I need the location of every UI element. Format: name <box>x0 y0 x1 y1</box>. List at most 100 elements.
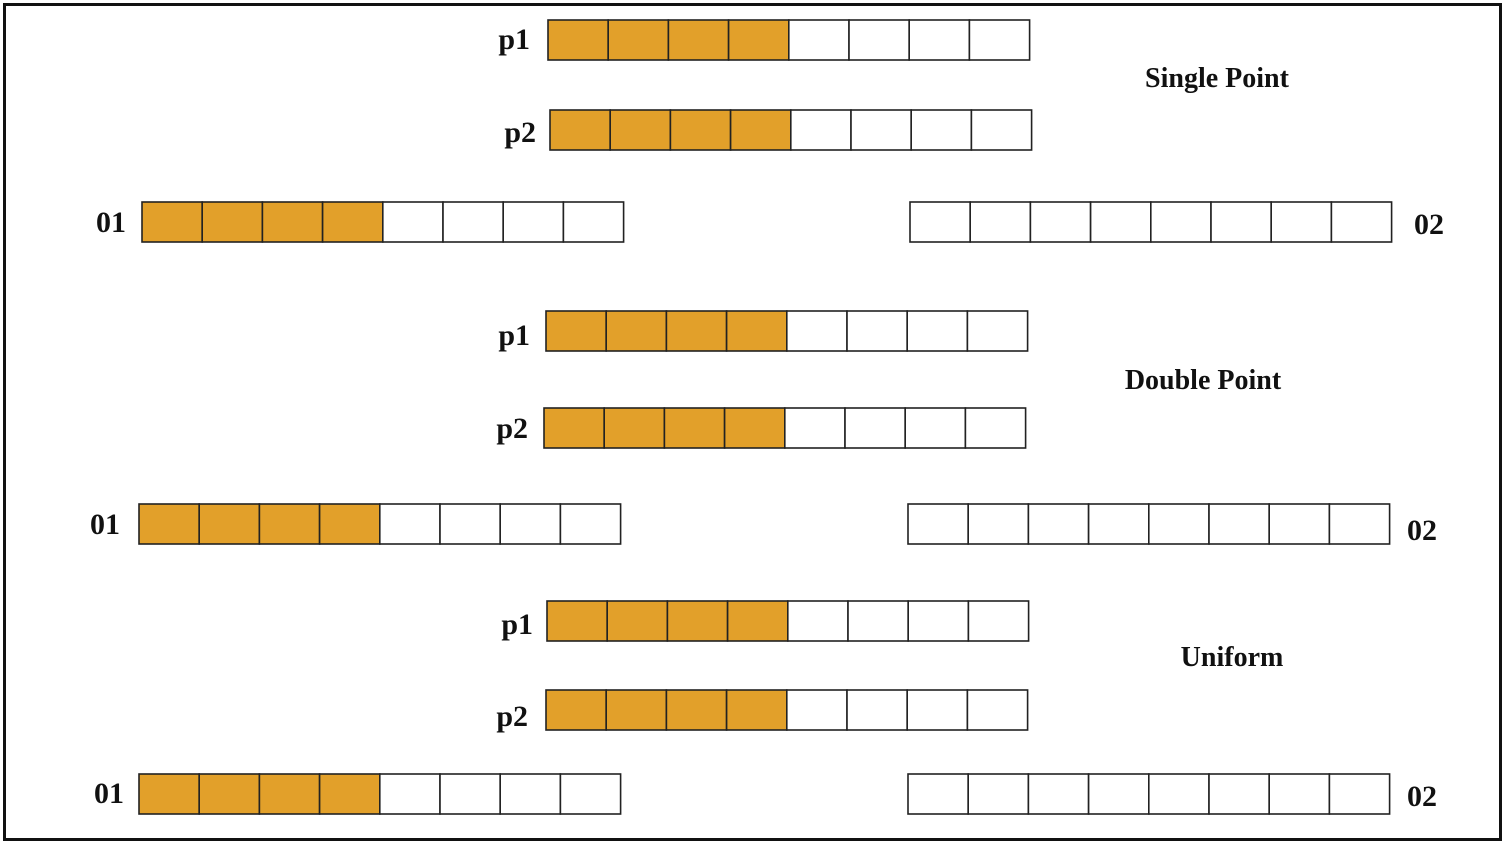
parent1-chromosome-gene-7 <box>907 600 970 642</box>
offspring2-chromosome-gene-4 <box>1087 773 1150 815</box>
parent1-chromosome-gene-7 <box>908 19 971 61</box>
parent1-chromosome-label: p1 <box>498 23 530 56</box>
parent1-chromosome-gene-1 <box>545 310 608 352</box>
parent1-chromosome-label: p1 <box>501 608 533 641</box>
offspring1-chromosome-gene-1 <box>141 201 204 243</box>
offspring1-chromosome-gene-5 <box>378 503 441 545</box>
parent1-chromosome-gene-6 <box>846 310 909 352</box>
offspring2-chromosome-gene-7 <box>1270 201 1333 243</box>
offspring2-chromosome-gene-4 <box>1087 503 1150 545</box>
parent2-chromosome-gene-3 <box>669 109 732 151</box>
offspring2-chromosome-gene-5 <box>1148 503 1210 545</box>
offspring1-chromosome-gene-2 <box>198 503 261 545</box>
offspring1-chromosome-gene-8 <box>562 201 625 243</box>
offspring2-chromosome-label: 02 <box>1407 780 1437 813</box>
parent2-chromosome-gene-1 <box>549 109 612 151</box>
offspring2-chromosome-gene-6 <box>1208 503 1271 545</box>
parent1-chromosome-gene-3 <box>667 19 730 61</box>
parent1-chromosome-gene-7 <box>906 310 969 352</box>
offspring2-chromosome-label: 02 <box>1414 208 1444 241</box>
parent1-chromosome-gene-8 <box>968 19 1031 61</box>
offspring1-chromosome-gene-5 <box>381 201 444 243</box>
offspring2-chromosome-gene-7 <box>1268 773 1331 815</box>
offspring1-chromosome-gene-6 <box>439 773 502 815</box>
offspring2-chromosome-gene-2 <box>967 773 1030 815</box>
offspring2-chromosome-gene-5 <box>1150 201 1212 243</box>
parent1-chromosome-gene-8 <box>967 600 1030 642</box>
offspring2-chromosome-gene-3 <box>1029 201 1092 243</box>
parent1-chromosome-gene-2 <box>606 600 669 642</box>
parent1-chromosome-gene-5 <box>787 19 850 61</box>
section-title: Uniform <box>1181 642 1284 673</box>
offspring2-chromosome-gene-2 <box>969 201 1032 243</box>
parent1-chromosome-gene-8 <box>966 310 1029 352</box>
parent1-chromosome-gene-2 <box>607 19 670 61</box>
parent2-chromosome-gene-1 <box>545 689 608 731</box>
parent1-chromosome-label: p1 <box>498 319 530 352</box>
offspring2-chromosome-gene-6 <box>1208 773 1271 815</box>
parent2-chromosome-gene-7 <box>904 407 967 449</box>
offspring1-chromosome-label: 01 <box>90 508 120 541</box>
offspring2-chromosome-gene-4 <box>1089 201 1152 243</box>
parent2-chromosome-gene-2 <box>609 109 672 151</box>
parent2-chromosome-gene-2 <box>605 689 668 731</box>
offspring2-chromosome-gene-8 <box>1328 773 1391 815</box>
parent1-chromosome-gene-5 <box>785 310 848 352</box>
offspring2-chromosome-gene-7 <box>1268 503 1331 545</box>
parent1-chromosome-gene-6 <box>848 19 911 61</box>
offspring1-chromosome-gene-6 <box>439 503 502 545</box>
offspring1-chromosome-gene-7 <box>499 773 562 815</box>
offspring1-chromosome-label: 01 <box>94 777 124 810</box>
parent1-chromosome-gene-1 <box>546 600 609 642</box>
parent1-chromosome-gene-5 <box>786 600 849 642</box>
parent2-chromosome-gene-4 <box>723 407 786 449</box>
section-uniform: Uniform p1 p2 01 02 <box>94 600 1437 815</box>
parent2-chromosome-gene-3 <box>665 689 728 731</box>
parent1-chromosome-gene-4 <box>727 19 790 61</box>
parent2-chromosome-gene-1 <box>543 407 606 449</box>
section-title: Single Point <box>1145 63 1290 94</box>
parent2-chromosome-gene-5 <box>785 689 848 731</box>
offspring1-chromosome-gene-2 <box>201 201 264 243</box>
parent2-chromosome-gene-4 <box>729 109 792 151</box>
parent2-chromosome-label: p2 <box>496 412 528 445</box>
parent1-chromosome-gene-4 <box>726 600 789 642</box>
parent2-chromosome-label: p2 <box>504 116 536 149</box>
offspring2-chromosome-gene-1 <box>907 773 970 815</box>
offspring1-chromosome-gene-6 <box>442 201 505 243</box>
parent1-chromosome-gene-6 <box>847 600 910 642</box>
parent2-chromosome-gene-6 <box>844 407 907 449</box>
parent2-chromosome-gene-8 <box>964 407 1027 449</box>
parent2-chromosome-gene-5 <box>783 407 846 449</box>
offspring2-chromosome-gene-8 <box>1330 201 1393 243</box>
offspring2-chromosome-gene-2 <box>967 503 1030 545</box>
offspring1-chromosome-gene-4 <box>318 503 381 545</box>
offspring2-chromosome-gene-1 <box>907 503 970 545</box>
parent2-chromosome-gene-4 <box>725 689 788 731</box>
parent1-chromosome-gene-2 <box>605 310 668 352</box>
parent1-chromosome-gene-4 <box>725 310 788 352</box>
parent2-chromosome-gene-7 <box>906 689 969 731</box>
offspring1-chromosome-gene-7 <box>502 201 565 243</box>
offspring2-chromosome-gene-6 <box>1210 201 1273 243</box>
parent2-chromosome-gene-2 <box>603 407 666 449</box>
offspring1-chromosome-gene-1 <box>138 773 201 815</box>
offspring2-chromosome-gene-1 <box>909 201 972 243</box>
parent2-chromosome-gene-6 <box>850 109 913 151</box>
parent2-chromosome-gene-8 <box>966 689 1029 731</box>
offspring1-chromosome-gene-3 <box>258 773 321 815</box>
section-single-point: Single Point p1 p2 01 02 <box>96 19 1444 243</box>
parent2-chromosome-gene-8 <box>970 109 1033 151</box>
offspring1-chromosome-gene-4 <box>318 773 381 815</box>
parent2-chromosome-gene-5 <box>789 109 852 151</box>
parent2-chromosome-gene-3 <box>663 407 726 449</box>
parent1-chromosome-gene-3 <box>666 600 729 642</box>
offspring1-chromosome-gene-5 <box>378 773 441 815</box>
offspring1-chromosome-gene-7 <box>499 503 562 545</box>
offspring2-chromosome-gene-3 <box>1027 503 1090 545</box>
offspring2-chromosome-gene-3 <box>1027 773 1090 815</box>
parent2-chromosome-gene-6 <box>846 689 909 731</box>
offspring2-chromosome-label: 02 <box>1407 514 1437 547</box>
parent2-chromosome-label: p2 <box>496 700 528 733</box>
